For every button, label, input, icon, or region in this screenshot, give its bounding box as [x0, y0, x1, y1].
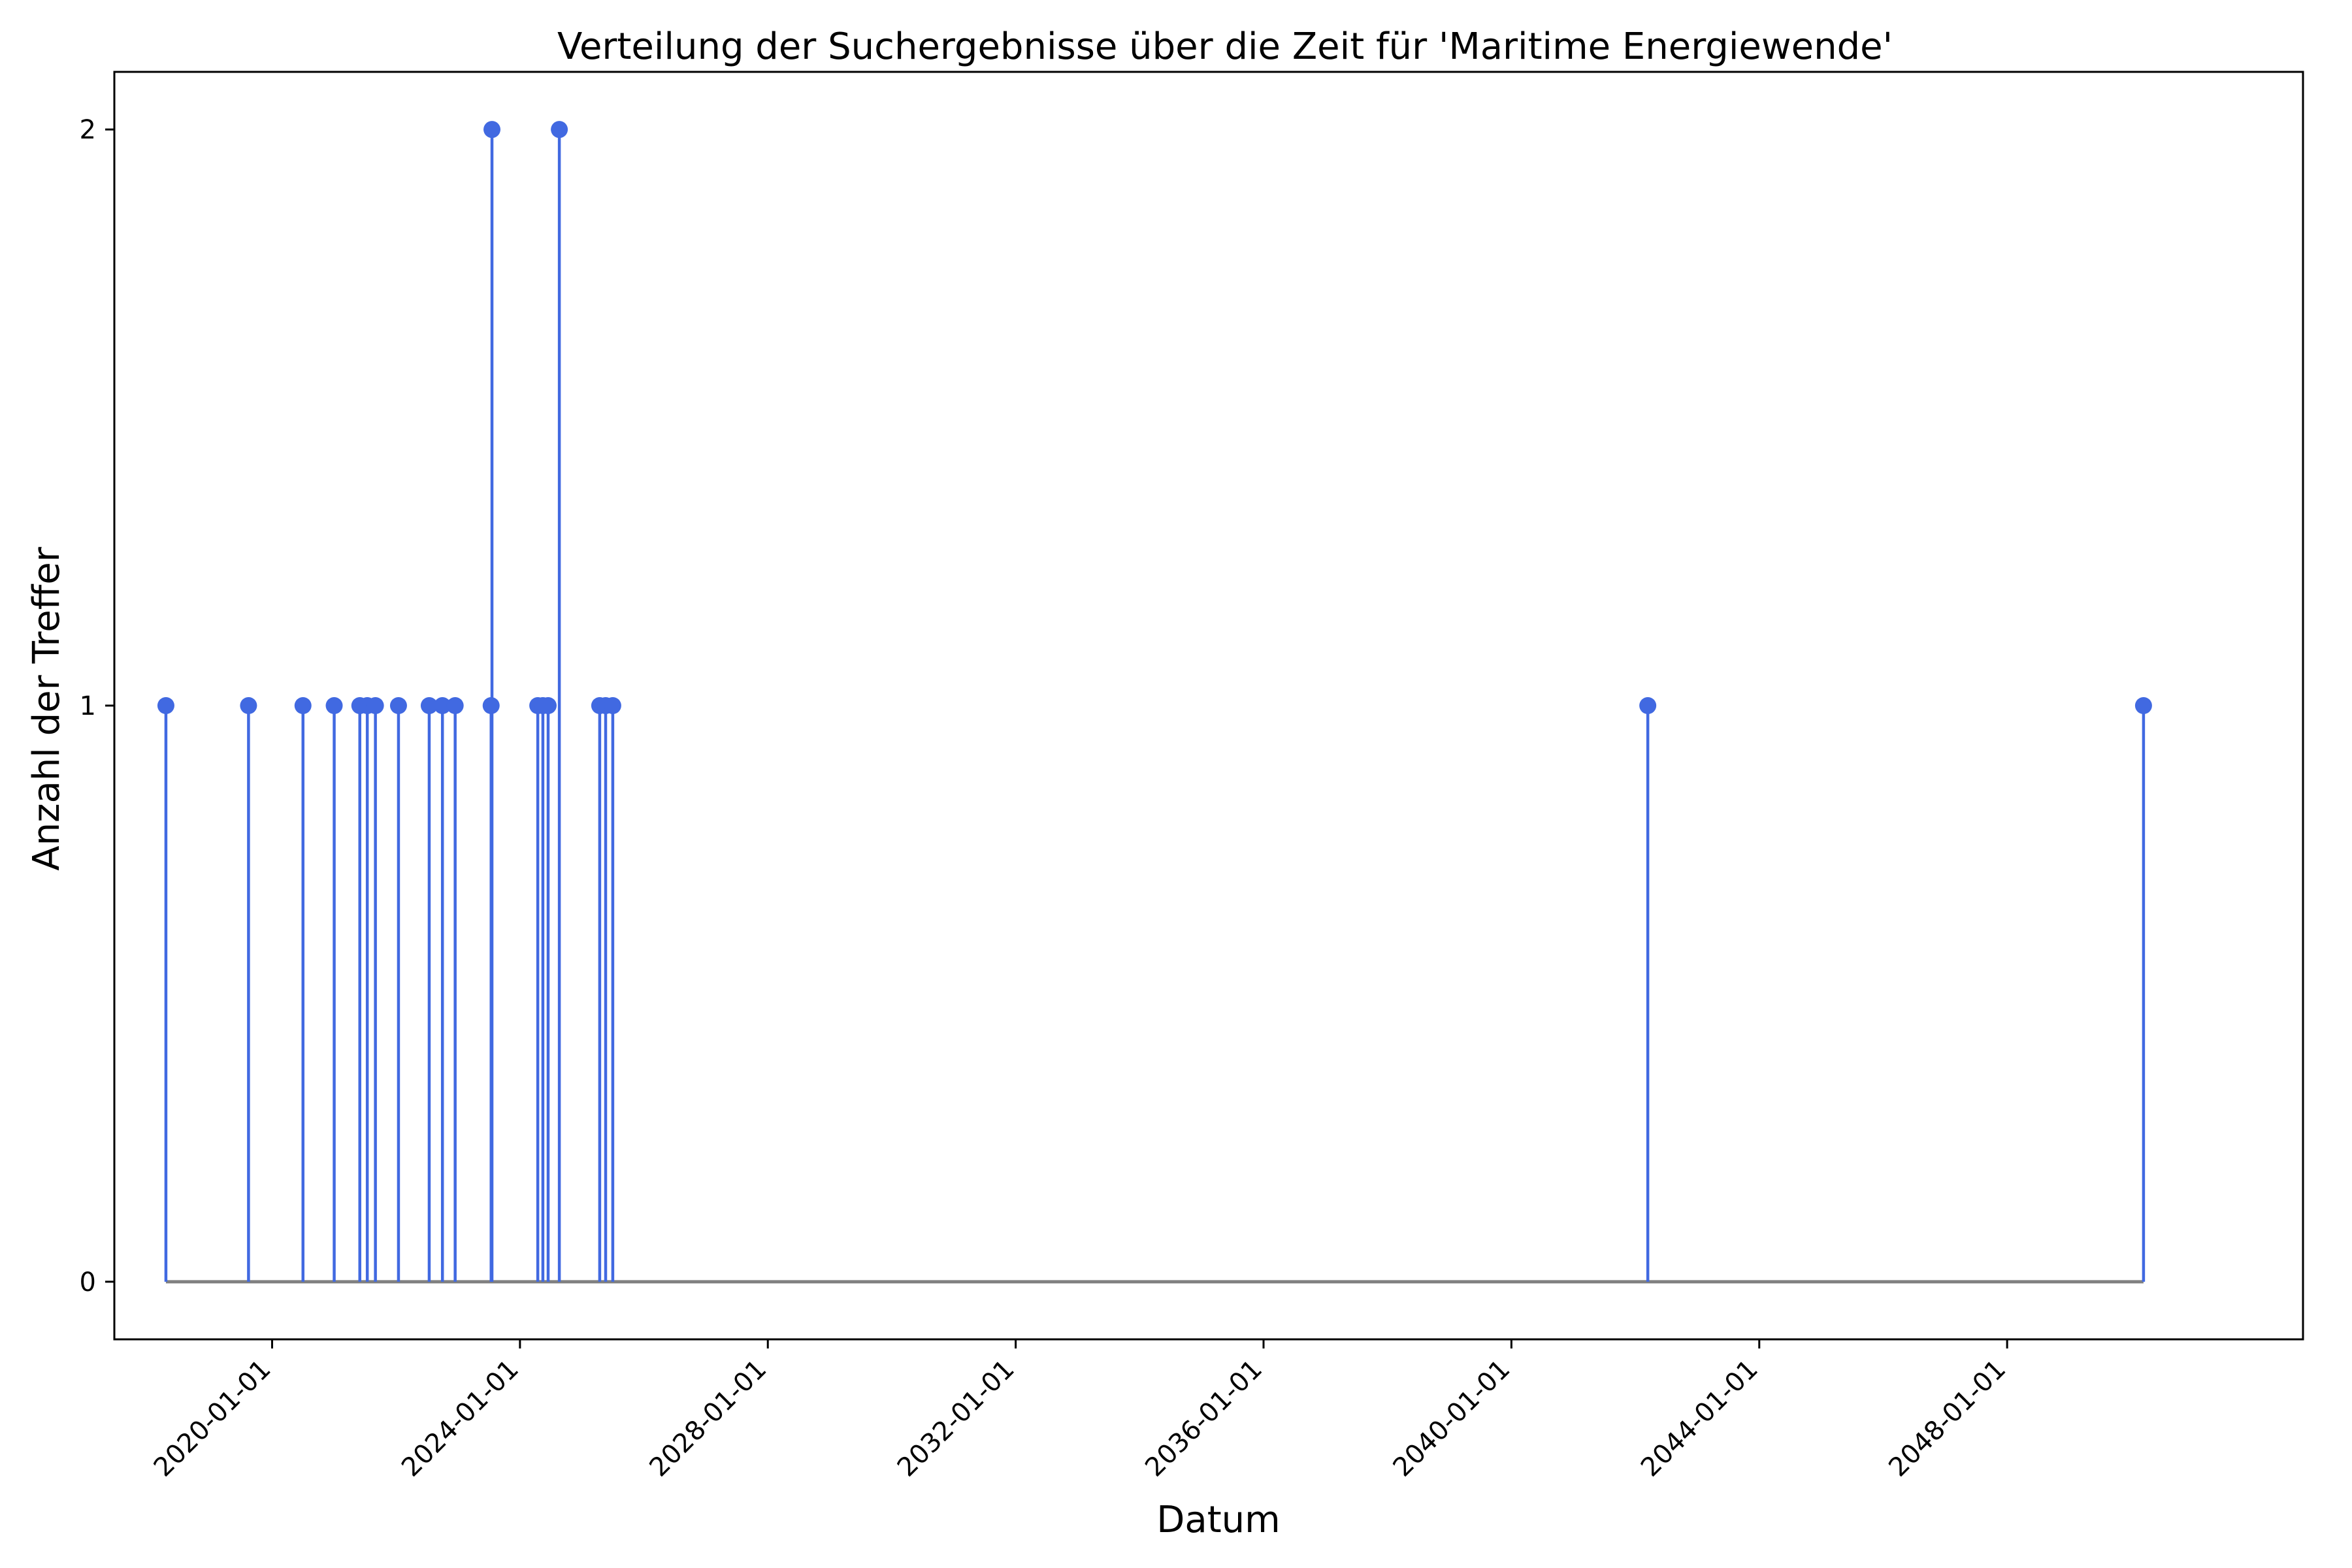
- stem-marker: [551, 121, 568, 139]
- stem-marker: [483, 121, 501, 139]
- stem-marker: [420, 697, 438, 714]
- y-tick-label: 1: [80, 691, 96, 721]
- stem-marker: [1639, 697, 1657, 714]
- stem-marker: [434, 697, 451, 714]
- y-axis-label: Anzahl der Treffer: [25, 546, 68, 870]
- stem-marker: [446, 697, 464, 714]
- stem-marker: [157, 697, 174, 714]
- stem-marker: [240, 697, 257, 714]
- stem-marker: [389, 697, 407, 714]
- stem-marker: [482, 697, 500, 714]
- y-tick-label: 0: [80, 1267, 96, 1298]
- stem-marker: [2134, 697, 2152, 714]
- stem-marker: [539, 697, 557, 714]
- stem-marker: [367, 697, 384, 714]
- stem-marker: [294, 697, 312, 714]
- y-axis: 0 1 2: [80, 115, 114, 1298]
- stem-marker: [604, 697, 621, 714]
- markers-layer: [157, 121, 2152, 714]
- chart-title: Verteilung der Suchergebnisse über die Z…: [557, 25, 1893, 68]
- plot-area: [113, 71, 2304, 1341]
- x-axis-label: Datum: [1156, 1499, 1280, 1541]
- stem-marker: [325, 697, 343, 714]
- y-tick-label: 2: [80, 115, 96, 145]
